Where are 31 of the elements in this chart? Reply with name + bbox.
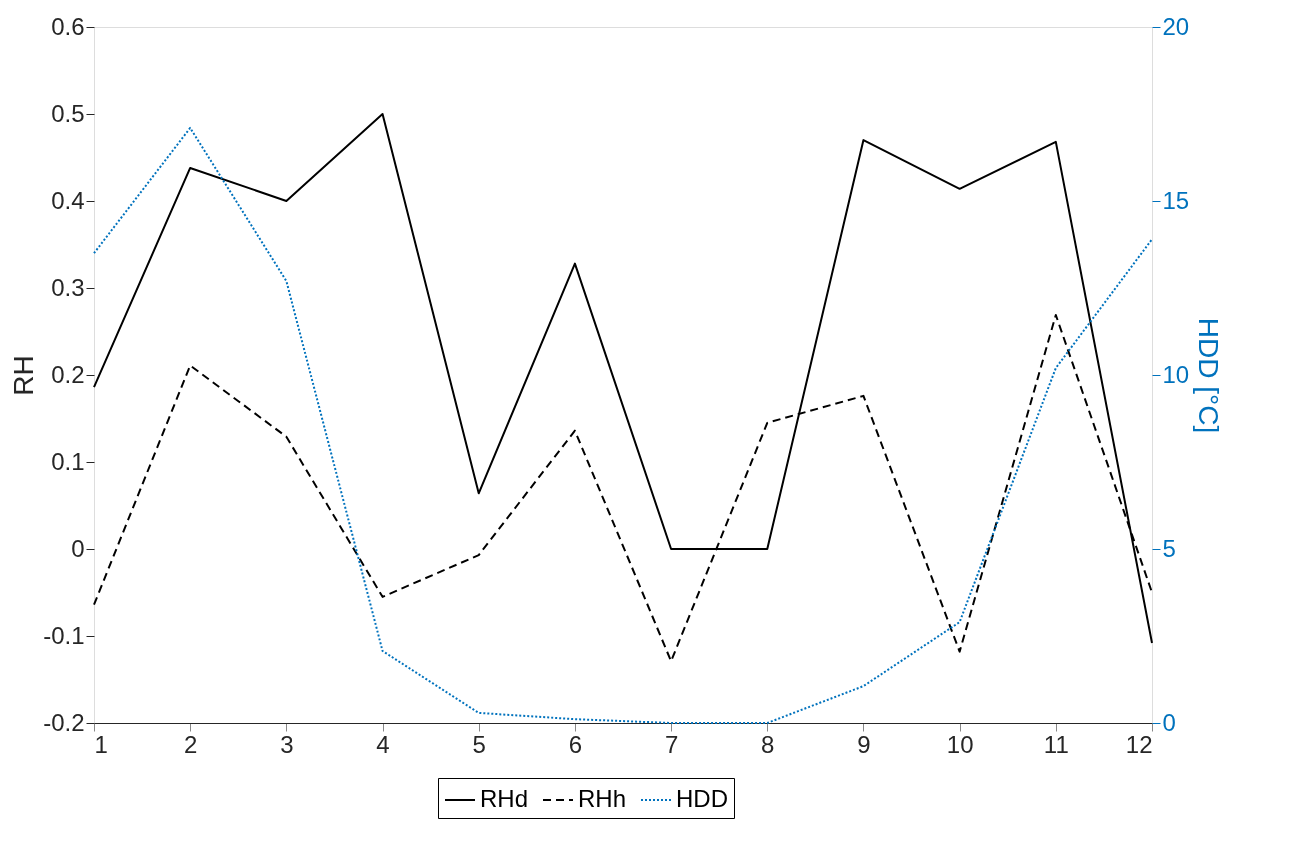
x-tick-label: 1 bbox=[94, 730, 108, 758]
x-tick-label: 2 bbox=[184, 730, 198, 758]
x-tick-label: 10 bbox=[946, 730, 974, 758]
legend-label: HDD bbox=[676, 785, 728, 812]
legend-label: RHd bbox=[480, 785, 529, 812]
y-tick-label: 0.6 bbox=[51, 12, 85, 40]
x-tick-label: 4 bbox=[376, 730, 390, 758]
x-tick-label: 5 bbox=[472, 730, 486, 758]
y-tick-label: 0.4 bbox=[51, 186, 85, 214]
y-tick-label: 0 bbox=[71, 534, 85, 562]
x-tick-label: 8 bbox=[761, 730, 775, 758]
y-axis-title: RH bbox=[8, 355, 40, 396]
y-tick-label: 0.2 bbox=[51, 360, 85, 388]
y2-tick-label: 20 bbox=[1162, 12, 1190, 40]
x-tick-label: 9 bbox=[857, 730, 871, 758]
x-tick-label: 3 bbox=[280, 730, 294, 758]
y2-tick-label: 0 bbox=[1162, 708, 1176, 736]
y2-axis-title: HDD [°C] bbox=[1193, 317, 1225, 434]
x-tick-label: 6 bbox=[568, 730, 583, 758]
y2-tick-label: 10 bbox=[1162, 360, 1190, 388]
y-tick-label: 0.5 bbox=[51, 99, 85, 127]
x-tick-label: 12 bbox=[1125, 730, 1153, 758]
y2-tick-label: 15 bbox=[1162, 186, 1190, 214]
x-tick-label: 7 bbox=[664, 730, 679, 758]
y-tick-label: 0.3 bbox=[51, 273, 85, 301]
y-tick-label: -0.1 bbox=[43, 621, 85, 649]
y2-tick-label: 5 bbox=[1162, 534, 1176, 562]
y-tick-label: 0.1 bbox=[51, 447, 85, 475]
x-tick-label: 11 bbox=[1043, 730, 1069, 758]
y-tick-label: -0.2 bbox=[43, 708, 85, 736]
legend-label: RHh bbox=[578, 785, 627, 812]
